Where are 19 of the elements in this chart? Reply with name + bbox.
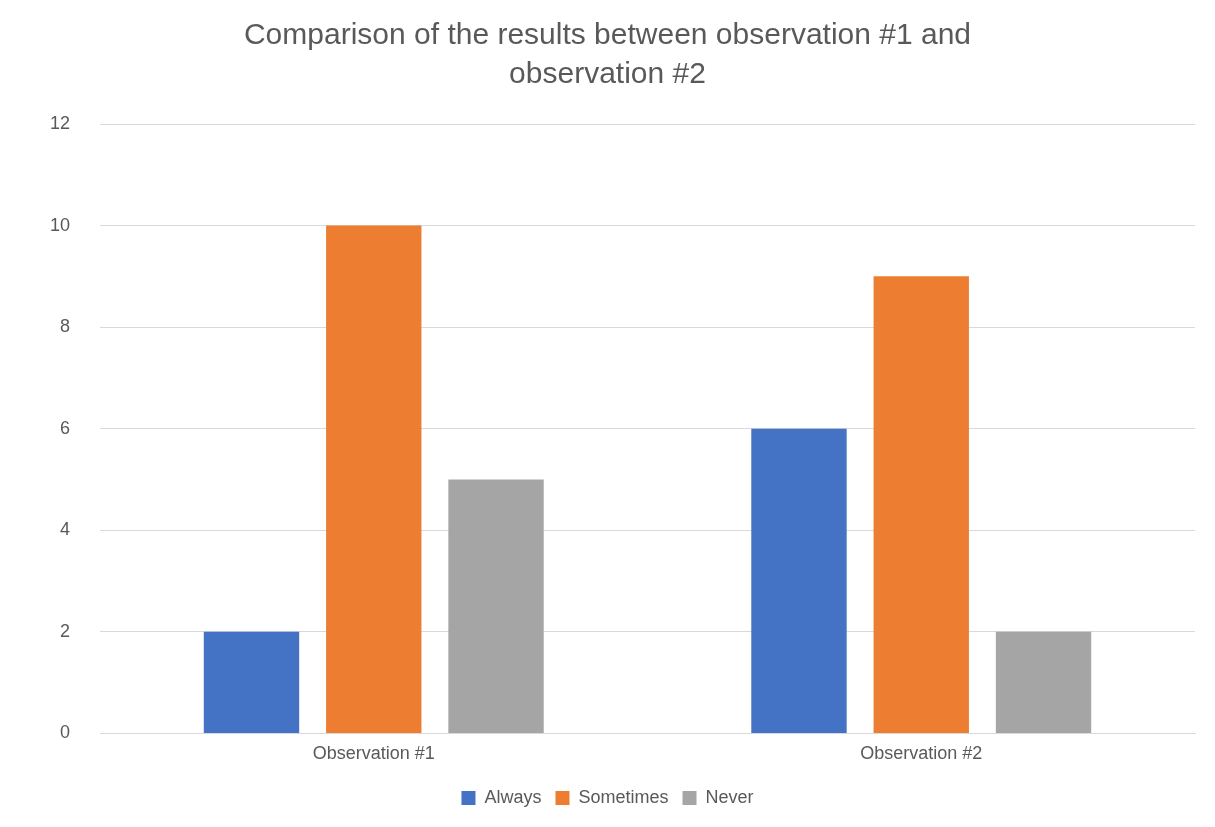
y-tick-label: 4 [60, 519, 71, 540]
x-tick-label: Observation #1 [312, 743, 435, 764]
y-tick-label: 6 [60, 417, 71, 438]
legend-label: Always [484, 786, 542, 807]
y-tick-label: 12 [49, 112, 71, 133]
bar [448, 479, 544, 733]
x-tick-label: Observation #2 [860, 743, 983, 764]
chart-title: Comparison of the results between observation #1 and observation #2 [243, 16, 972, 89]
y-tick-label: 10 [49, 214, 71, 235]
y-tick-label: 2 [60, 620, 71, 641]
y-tick-label: 8 [60, 316, 71, 337]
bar [326, 225, 422, 733]
legend-label: Never [705, 786, 754, 807]
legend-label: Sometimes [578, 786, 669, 807]
bar [995, 631, 1092, 733]
bar [873, 276, 969, 733]
bar [203, 631, 300, 733]
bar [751, 428, 847, 733]
y-tick-label: 0 [60, 722, 71, 743]
